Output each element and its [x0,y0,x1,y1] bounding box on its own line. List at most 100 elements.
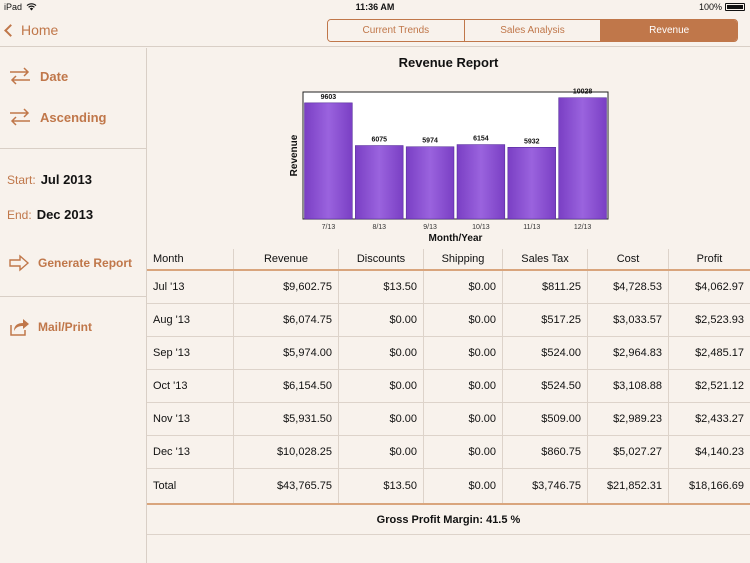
table-cell: $6,074.75 [234,304,339,336]
start-value: Jul 2013 [40,172,93,187]
swap-arrows-icon [10,108,30,126]
y-axis-label: Revenue [289,134,300,176]
table-cell: $524.50 [503,370,588,402]
table-cell: $0.00 [424,403,503,435]
table-header-row: Month Revenue Discounts Shipping Sales T… [147,249,750,271]
end-value: Dec 2013 [36,207,94,222]
divider [0,296,147,297]
column-header[interactable]: Month [147,249,234,269]
table-cell: $0.00 [339,304,424,336]
table-cell: $0.00 [339,436,424,468]
x-axis-label: Month/Year [429,233,483,244]
table-cell: $5,027.27 [588,436,669,468]
table-cell: $0.00 [424,271,503,303]
start-label: Start: [7,173,36,187]
table-cell: $2,433.27 [695,413,744,425]
table-row: Dec '13 $10,028.25 $0.00 $0.00 $860.75 $5,027… [147,436,750,469]
column-header[interactable]: Discounts [339,249,424,269]
gross-profit-margin: Gross Profit Margin: 41.5 % [147,505,750,535]
table-cell: $0.00 [424,337,503,369]
table-cell: $21,852.31 [588,469,669,503]
revenue-bar-chart: 9603 7/13 6075 8/13 5974 9/13 6154 10/13 5932 11/… [289,89,609,244]
bar-data-label: 6075 [371,137,387,144]
table-cell: $2,521.12 [695,380,744,392]
table-cell: Nov '13 [147,403,234,435]
generate-report-button[interactable]: Generate Report [8,254,132,272]
x-tick-label: 8/13 [372,224,386,231]
table-cell: $2,964.83 [588,337,669,369]
table-cell: $0.00 [339,370,424,402]
x-tick-label: 12/13 [574,224,592,231]
table-cell: $3,108.88 [588,370,669,402]
table-cell: $811.25 [503,271,588,303]
table-cell: $4,728.53 [588,271,669,303]
column-header[interactable]: Sales Tax [503,249,588,269]
table-cell: $5,974.00 [234,337,339,369]
table-cell: $5,931.50 [234,403,339,435]
table-cell: $4,140.23 [695,446,744,458]
table-cell: $4,062.97 [695,281,744,293]
chart-bar [355,145,404,220]
start-date-picker[interactable]: Start: Jul 2013 [7,172,92,187]
bar-data-label: 5932 [524,138,540,145]
x-tick-label: 11/13 [523,224,540,231]
swap-arrows-icon [10,67,30,85]
table-cell: $509.00 [503,403,588,435]
table-cell: Total [147,469,234,503]
tab-revenue[interactable]: Revenue [601,20,737,41]
table-row: Jul '13 $9,602.75 $13.50 $0.00 $811.25 $4,728… [147,271,750,304]
table-cell: Oct '13 [147,370,234,402]
table-cell: $6,154.50 [234,370,339,402]
table-cell: $18,166.69 [688,480,744,492]
table-cell: Dec '13 [147,436,234,468]
share-icon [10,319,29,336]
bar-data-label: 9603 [321,94,337,101]
table-cell: $0.00 [339,403,424,435]
mail-print-label: Mail/Print [38,320,93,334]
bar-data-label: 5974 [422,138,438,145]
nav-bar: Home Current Trends Sales Analysis Reven… [0,14,750,47]
table-cell: Jul '13 [147,271,234,303]
bar-data-label: 10028 [573,89,593,96]
x-tick-label: 10/13 [472,224,490,231]
column-header[interactable]: Profit [696,253,723,265]
table-cell: $0.00 [339,337,424,369]
table-row: Sep '13 $5,974.00 $0.00 $0.00 $524.00 $2,964.… [147,337,750,370]
battery-percent: 100% [698,2,722,12]
chart-title: Revenue Report [398,55,499,70]
column-header[interactable]: Revenue [234,249,339,269]
table-cell: $517.25 [503,304,588,336]
table-row: Oct '13 $6,154.50 $0.00 $0.00 $524.50 $3,108.… [147,370,750,403]
table-cell: $9,602.75 [234,271,339,303]
table-cell: $3,746.75 [503,469,588,503]
chart-bar [558,97,607,220]
mail-print-button[interactable]: Mail/Print [8,317,92,337]
table-cell: $2,989.23 [588,403,669,435]
table-cell: Sep '13 [147,337,234,369]
back-label: Home [21,22,59,38]
table-cell: $3,033.57 [588,304,669,336]
table-cell: $0.00 [424,436,503,468]
sort-order-label: Ascending [40,109,107,125]
chart-bar [507,147,556,220]
column-header[interactable]: Shipping [424,249,503,269]
generate-report-label: Generate Report [38,256,133,270]
chart-bar [405,146,455,220]
column-header[interactable]: Cost [588,249,669,269]
table-row: Nov '13 $5,931.50 $0.00 $0.00 $509.00 $2,989.… [147,403,750,436]
table-row: Aug '13 $6,074.75 $0.00 $0.00 $517.25 $3,033.… [147,304,750,337]
table-cell: $2,485.17 [695,347,744,359]
table-cell: $13.50 [339,469,424,503]
revenue-table: Month Revenue Discounts Shipping Sales T… [147,249,750,535]
table-cell: $13.50 [339,271,424,303]
sort-order-button[interactable]: Ascending [8,106,106,128]
chevron-left-icon [4,23,17,37]
end-date-picker[interactable]: End: Dec 2013 [7,207,93,222]
tab-sales-analysis[interactable]: Sales Analysis [464,20,602,41]
back-button[interactable]: Home [4,22,59,38]
tab-current-trends[interactable]: Current Trends [328,20,465,41]
sort-field-button[interactable]: Date [8,65,68,87]
bar-data-label: 6154 [473,136,489,143]
table-cell: Aug '13 [147,304,234,336]
table-total-row: Total $43,765.75 $13.50 $0.00 $3,746.75 … [147,469,750,505]
